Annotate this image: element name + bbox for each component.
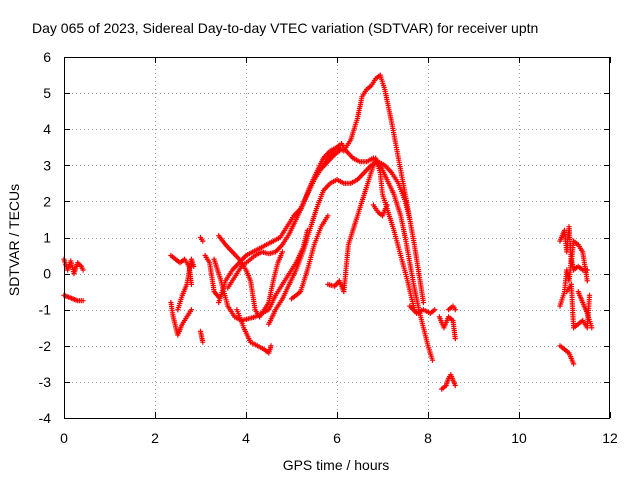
data-point [279, 249, 285, 255]
data-point [584, 267, 590, 273]
data-point [188, 307, 194, 313]
data-point [586, 292, 593, 298]
x-axis-title: GPS time / hours [283, 457, 390, 473]
data-point [188, 281, 194, 287]
x-tick-label: 12 [602, 430, 618, 446]
y-tick-label: 1 [43, 230, 51, 246]
data-point [384, 202, 390, 208]
y-tick-label: -3 [39, 374, 52, 390]
y-tick-labels: -4 -3 -2 -1 0 1 2 3 4 5 6 [39, 49, 52, 426]
x-tick-label: 2 [151, 430, 159, 446]
data-point [80, 267, 86, 273]
x-tick-label: 4 [242, 430, 250, 446]
y-tick-label: -4 [39, 410, 52, 426]
data-point [200, 238, 206, 244]
data-point [452, 336, 458, 342]
y-tick-label: 0 [43, 266, 51, 282]
x-tick-labels: 0 2 4 6 8 10 12 [60, 430, 618, 446]
y-tick-label: 3 [43, 157, 51, 173]
grid [64, 57, 610, 418]
axis-ticks [64, 57, 611, 419]
data-point [429, 357, 436, 363]
y-tick-label: -1 [39, 302, 52, 318]
data-point [452, 307, 458, 313]
x-tick-label: 6 [333, 430, 341, 446]
data-point [589, 325, 595, 331]
chart-title: Day 065 of 2023, Sidereal Day-to-day VTE… [32, 20, 538, 36]
data-point [571, 361, 577, 367]
y-tick-label: 2 [43, 193, 51, 209]
x-tick-label: 8 [424, 430, 432, 446]
y-tick-label: 6 [43, 49, 51, 65]
x-tick-label: 10 [511, 430, 527, 446]
y-tick-label: -2 [39, 338, 52, 354]
data-point [452, 382, 458, 389]
data-point [268, 343, 274, 349]
y-tick-label: 4 [43, 121, 51, 137]
data-point [80, 298, 86, 304]
y-tick-label: 5 [43, 85, 51, 101]
y-axis-title: SDTVAR / TECUs [6, 184, 22, 296]
data-point [420, 299, 427, 306]
data-point [325, 213, 331, 219]
x-tick-label: 0 [60, 430, 68, 446]
data-point [584, 278, 590, 284]
data-points [61, 72, 595, 392]
data-point [191, 263, 197, 269]
data-point [200, 339, 206, 345]
data-point [432, 307, 438, 313]
